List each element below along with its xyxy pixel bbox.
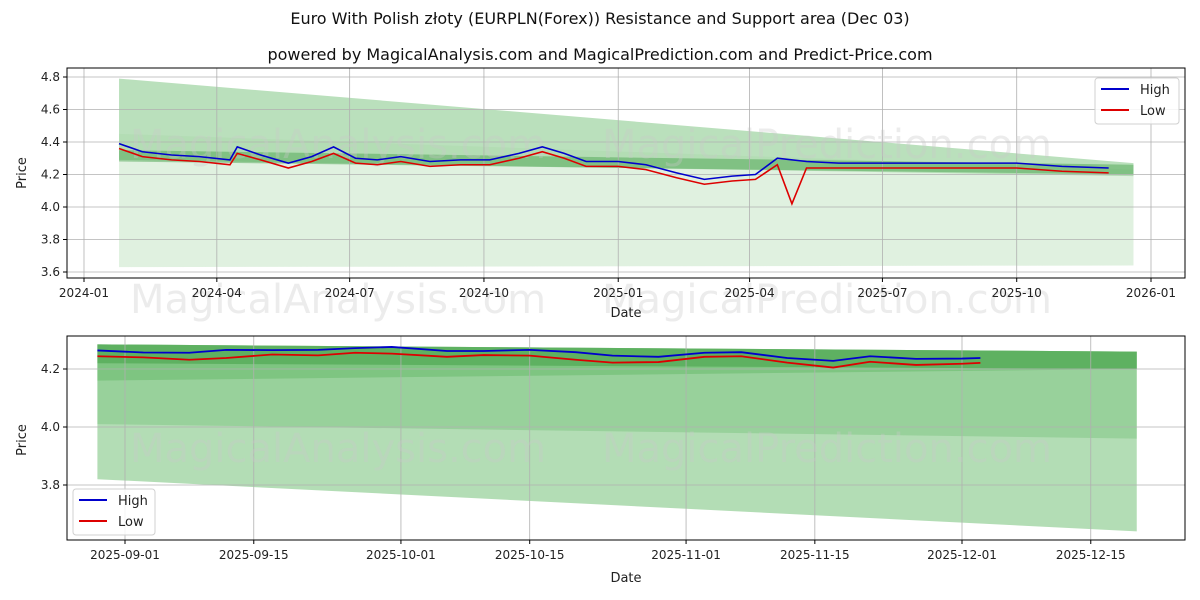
bottom-chart: MagicalAnalysis.com MagicalPrediction.co… [15, 335, 1186, 586]
top-legend: High Low [1094, 77, 1180, 125]
bottom-axes-frame [66, 335, 1186, 541]
bottom-y-axis: 3.8 4.0 4.2 [41, 362, 67, 492]
bottom-grid [67, 336, 1185, 540]
top-support-resistance-bands [119, 78, 1134, 268]
x-tick-label: 2025-11-15 [780, 548, 850, 562]
bottom-x-axis-label: Date [610, 571, 641, 586]
top-low-line [118, 147, 1109, 206]
x-tick-label: 2025-11-01 [651, 548, 721, 562]
top-y-axis: 3.6 3.8 4.0 4.2 4.4 4.6 4.8 [41, 70, 67, 279]
y-tick-label: 4.2 [41, 168, 60, 182]
y-tick-label: 3.6 [41, 265, 60, 279]
bottom-legend: High Low [72, 488, 156, 536]
chart-subtitle: powered by MagicalAnalysis.com and Magic… [267, 45, 933, 64]
top-y-axis-label: Price [15, 157, 30, 189]
bottom-low-line [97, 351, 981, 369]
top-chart: MagicalAnalysis.com MagicalPrediction.co… [15, 67, 1186, 323]
x-tick-label: 2024-04 [192, 286, 242, 300]
watermark-magicalprediction: MagicalPrediction.com [602, 122, 1052, 168]
x-tick-label: 2025-12-15 [1056, 548, 1126, 562]
watermark-magicalanalysis: MagicalAnalysis.com [130, 277, 546, 323]
watermark-magicalprediction: MagicalPrediction.com [602, 277, 1052, 323]
legend-high-label: High [118, 494, 148, 509]
y-tick-label: 4.0 [41, 420, 60, 434]
y-tick-label: 3.8 [41, 478, 60, 492]
x-tick-label: 2025-12-01 [927, 548, 997, 562]
x-tick-label: 2025-10 [992, 286, 1042, 300]
y-tick-label: 4.4 [41, 135, 60, 149]
band-middle [97, 344, 1137, 439]
x-tick-label: 2025-10-01 [366, 548, 436, 562]
x-tick-label: 2025-07 [857, 286, 907, 300]
y-tick-label: 4.2 [41, 362, 60, 376]
y-tick-label: 4.6 [41, 103, 60, 117]
band-resistance-wide [119, 78, 1134, 177]
y-tick-label: 4.0 [41, 200, 60, 214]
bottom-high-line [97, 346, 981, 362]
bottom-y-axis-label: Price [15, 424, 30, 456]
legend-high-label: High [1140, 83, 1170, 98]
watermark-magicalprediction: MagicalPrediction.com [602, 426, 1052, 472]
legend-low-label: Low [1140, 104, 1166, 119]
top-grid [67, 68, 1185, 278]
bottom-x-axis: 2025-09-01 2025-09-15 2025-10-01 2025-10-15… [90, 540, 1126, 562]
x-tick-label: 2025-10-15 [495, 548, 565, 562]
x-tick-label: 2024-10 [459, 286, 509, 300]
watermark-magicalanalysis: MagicalAnalysis.com [130, 426, 546, 472]
x-tick-label: 2024-01 [59, 286, 109, 300]
legend-low-label: Low [118, 515, 144, 530]
x-tick-label: 2025-09-01 [90, 548, 160, 562]
top-axes-frame [66, 67, 1186, 279]
x-tick-label: 2024-07 [325, 286, 375, 300]
top-x-axis-label: Date [610, 306, 641, 321]
x-tick-label: 2026-01 [1126, 286, 1176, 300]
top-x-axis: 2024-01 2024-04 2024-07 2024-10 2025-01 2025-… [59, 278, 1176, 300]
x-tick-label: 2025-01 [593, 286, 643, 300]
y-tick-label: 3.8 [41, 233, 60, 247]
top-high-line [118, 142, 1109, 181]
x-tick-label: 2025-04 [725, 286, 775, 300]
band-support-wide [119, 133, 1134, 268]
chart-title: Euro With Polish złoty (EURPLN(Forex)) R… [290, 9, 910, 28]
x-tick-label: 2025-09-15 [219, 548, 289, 562]
y-tick-label: 4.8 [41, 70, 60, 84]
